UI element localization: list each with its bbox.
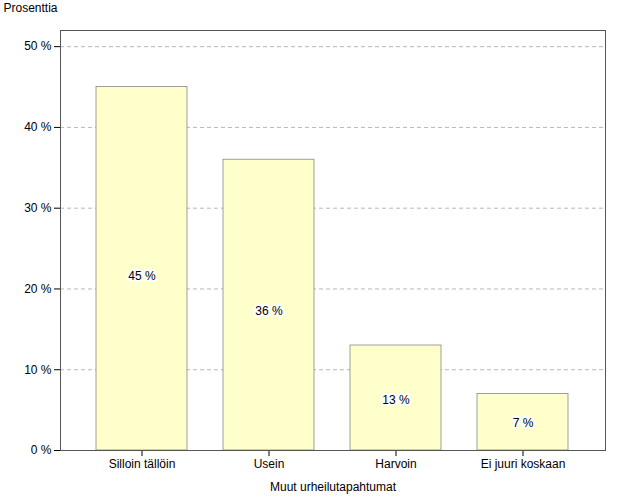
svg-text:Harvoin: Harvoin [375,457,416,471]
svg-text:20 %: 20 % [24,282,52,296]
svg-text:36 %: 36 % [255,304,283,318]
svg-text:30 %: 30 % [24,201,52,215]
svg-text:Muut urheilutapahtumat: Muut urheilutapahtumat [270,480,397,494]
svg-text:0 %: 0 % [31,443,52,457]
svg-text:45 %: 45 % [128,269,156,283]
svg-text:Usein: Usein [254,457,285,471]
svg-text:7 %: 7 % [513,416,534,430]
svg-text:10 %: 10 % [24,363,52,377]
svg-text:13 %: 13 % [382,393,410,407]
svg-text:Silloin tällöin: Silloin tällöin [109,457,176,471]
svg-text:Prosenttia: Prosenttia [4,1,58,15]
svg-text:Ei juuri koskaan: Ei juuri koskaan [481,457,566,471]
svg-text:50 %: 50 % [24,39,52,53]
svg-text:40 %: 40 % [24,120,52,134]
